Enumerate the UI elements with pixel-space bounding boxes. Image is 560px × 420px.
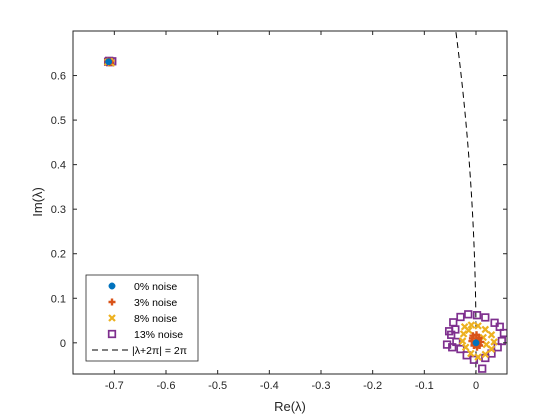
data-point-series-3-23 (451, 325, 460, 334)
data-point-series-2-11 (474, 353, 482, 361)
data-point-series-3-17 (469, 355, 479, 364)
x-tick-label: -0.7 (105, 380, 124, 392)
legend-marker-3 (107, 329, 117, 339)
data-point-series-2-6 (481, 325, 490, 334)
data-point-series-2-4 (467, 321, 476, 329)
data-point-series-3-5 (456, 312, 465, 322)
data-layer (103, 56, 507, 373)
x-tick-label: -0.3 (312, 380, 331, 392)
y-axis-label: Im(λ) (30, 187, 45, 217)
y-tick-label: 0.2 (51, 249, 66, 261)
data-point-series-2-5 (474, 322, 482, 330)
x-tick-label: -0.2 (363, 380, 382, 392)
x-tick-label: 0 (473, 380, 479, 392)
legend-label-3: 13% noise (134, 329, 183, 341)
x-axis-label: Re(λ) (274, 399, 306, 414)
data-point-series-0-1 (472, 339, 480, 347)
y-tick-label: 0 (60, 338, 66, 350)
data-point-series-1-11 (468, 334, 476, 342)
data-point-series-2-7 (487, 331, 496, 339)
y-tick-label: 0.4 (51, 160, 66, 172)
legend-label-4: |λ+2π| = 2π (132, 345, 187, 357)
data-point-series-3-6 (464, 310, 473, 319)
legend-marker-0 (108, 282, 116, 290)
data-point-series-2-17 (482, 340, 491, 349)
data-point-series-3-11 (499, 328, 507, 338)
data-point-series-2-8 (490, 338, 498, 346)
legend-marker-1 (108, 298, 116, 306)
x-tick-label: -0.5 (208, 380, 227, 392)
data-point-series-0-0 (105, 58, 113, 66)
y-tick-label: 0.5 (51, 115, 66, 127)
data-point-series-3-8 (481, 313, 490, 322)
plot-frame (72, 30, 508, 375)
data-point-series-2-12 (467, 349, 475, 358)
axes-layer (72, 30, 508, 375)
data-point-series-2-10 (481, 350, 490, 359)
x-tick-label: -0.6 (157, 380, 176, 392)
y-tick-label: 0.6 (51, 71, 66, 83)
data-point-series-3-16 (478, 364, 487, 373)
data-point-series-3-25 (448, 343, 457, 352)
data-point-series-2-13 (461, 343, 470, 352)
legend-label-0: 0% noise (134, 281, 177, 293)
legend-label-1: 3% noise (134, 297, 177, 309)
data-point-series-2-14 (458, 337, 467, 345)
data-point-series-3-7 (472, 311, 482, 320)
y-tick-label: 0.3 (51, 204, 66, 216)
tick-label-layer: -0.7 -0.6 -0.5 -0.4 -0.3 -0.2 -0.1 0 0 0.1 0.2 0.3 0… (51, 31, 507, 392)
y-tick-label: 0.1 (51, 293, 66, 305)
legend-label-2: 8% noise (134, 313, 177, 325)
data-point-series-2-18 (464, 326, 473, 335)
legend-box (85, 274, 199, 362)
legend-marker-2 (108, 314, 116, 322)
legend: 0% noise 3% noise 8% noise 13% noise |λ+2π| … (85, 274, 199, 362)
x-tick-label: -0.1 (415, 380, 434, 392)
x-tick-label: -0.4 (260, 380, 279, 392)
data-point-series-2-15 (459, 330, 468, 338)
